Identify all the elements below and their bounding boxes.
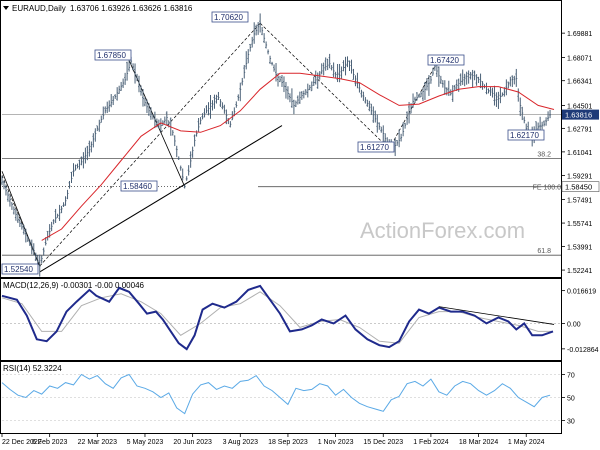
watermark: ActionForex.com	[360, 218, 525, 243]
price-bars	[1, 13, 552, 277]
fe-price-tag	[561, 181, 600, 192]
rsi-y-label: 50	[567, 396, 575, 403]
annotation-label: 1.62170	[510, 131, 539, 140]
price-y-label: 1.64501	[567, 103, 592, 110]
header-ohlc: 1.63706 1.63926 1.63626 1.63816	[70, 4, 193, 13]
x-label: 1 May 2024	[508, 439, 545, 446]
header-symbol: EURAUD,Daily	[12, 4, 66, 13]
x-label: 6 Feb 2023	[32, 439, 68, 446]
annotation-box	[94, 49, 132, 61]
dashed-decline-line	[259, 22, 390, 150]
annotation-label: 1.58460	[123, 182, 152, 191]
rsi-y-label: 70	[567, 373, 575, 380]
price-y-label: 1.62791	[567, 126, 592, 133]
macd-y-label: 0.00	[567, 321, 581, 328]
fe-price-label: 1.58450	[565, 183, 592, 192]
price-y-label: 1.57491	[567, 198, 592, 205]
price-y-label: 1.59291	[567, 173, 592, 180]
annotation-label: 1.67850	[97, 51, 126, 60]
x-label: 1 Feb 2024	[413, 439, 449, 446]
x-label: 1 Nov 2023	[318, 439, 354, 446]
price-annotation: 1.67850	[94, 49, 132, 61]
ma-line	[41, 72, 555, 241]
rsi-line	[1, 373, 551, 415]
annotation-box	[427, 54, 465, 66]
dashed-rally-line	[39, 22, 261, 267]
annotation-label: 1.52540	[4, 265, 33, 274]
price-annotation: 1.58460	[120, 180, 158, 192]
x-label: 20 Jun 2023	[173, 439, 212, 446]
annotation-label: 1.67420	[430, 56, 459, 65]
price-y-label: 1.52241	[567, 268, 592, 275]
x-label: 22 Mar 2023	[78, 439, 117, 446]
macd-line	[1, 284, 554, 351]
macd-label: MACD(12,26,9) -0.00301 -0.00 0.00046	[3, 281, 145, 290]
price-y-label: 1.66341	[567, 79, 592, 86]
price-y-label: 1.69881	[567, 31, 592, 38]
last-price-label: 1.63816	[565, 111, 592, 120]
price-y-label: 1.61041	[567, 150, 592, 157]
macd-y-label: -0.012864	[567, 347, 599, 354]
x-label: 5 May 2023	[127, 439, 164, 446]
x-label: 18 Mar 2024	[459, 439, 498, 446]
price-y-label: 1.53991	[567, 245, 592, 252]
annotation-box	[120, 180, 158, 192]
price-annotation: 1.52540	[1, 263, 39, 275]
annotation-box	[1, 263, 39, 275]
annotation-label: 1.70620	[214, 13, 243, 22]
rsi-panel	[0, 361, 562, 434]
macd-y-label: 0.016619	[567, 289, 596, 296]
annotation-box	[211, 11, 249, 23]
annotation-box	[357, 141, 395, 153]
fib-level-label: 61.8	[537, 248, 551, 255]
x-label: 3 Aug 2023	[223, 439, 259, 446]
x-label: 15 Dec 2023	[363, 439, 403, 446]
price-annotation: 1.62170	[507, 129, 545, 141]
macd-panel	[0, 278, 562, 361]
price-y-label: 1.68071	[567, 55, 592, 62]
price-annotation: 1.67420	[427, 54, 465, 66]
price-panel	[0, 0, 562, 278]
x-label: 18 Sep 2023	[268, 439, 308, 446]
macd-trendline	[438, 306, 555, 325]
price-header: EURAUD,Daily 1.63706 1.63926 1.63626 1.6…	[3, 4, 193, 13]
price-y-label: 1.55741	[567, 221, 592, 228]
macd-header: MACD(12,26,9) -0.00301 -0.00 0.00046	[3, 281, 145, 290]
last-price-tag	[562, 109, 599, 120]
price-annotation: 1.70620	[211, 11, 249, 23]
annotation-label: 1.61270	[360, 143, 389, 152]
fib-level-label: 38.2	[537, 151, 551, 158]
macd-signal-line	[1, 291, 553, 344]
annotation-box	[507, 129, 545, 141]
header-arrow-icon	[3, 6, 9, 10]
price-annotation: 1.61270	[357, 141, 395, 153]
trendline-support	[39, 125, 283, 273]
rsi-header: RSI(14) 52.3224	[3, 364, 62, 373]
fe-level-label: FE 100.0	[533, 185, 562, 192]
rsi-y-label: 30	[567, 419, 575, 426]
x-label: 22 Dec 2022	[2, 439, 42, 446]
rsi-label: RSI(14) 52.3224	[3, 364, 62, 373]
